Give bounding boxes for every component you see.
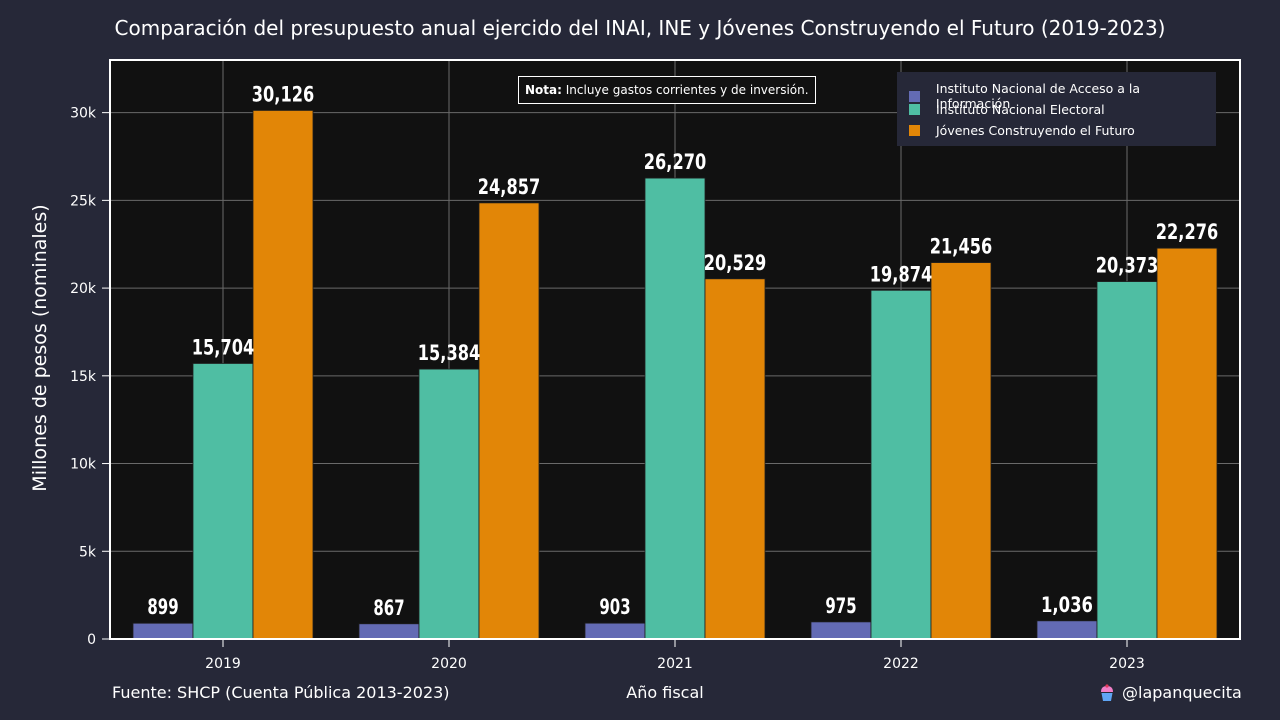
bar (584, 622, 646, 640)
data-label: 15,704 (192, 335, 254, 359)
x-tick-label: 2020 (431, 656, 467, 672)
legend-label-ine: Instituto Nacional Electoral (936, 102, 1105, 117)
bar (358, 623, 420, 640)
data-labels: 899 15,704 30,126 867 15,384 24,857 903 26,270 2… (147, 82, 1218, 619)
data-label: 30,126 (252, 82, 314, 106)
x-axis-label: Año fiscal (626, 683, 704, 702)
bar (1156, 247, 1218, 640)
data-label: 20,529 (704, 251, 766, 275)
data-label: 975 (825, 594, 856, 618)
y-tick-label: 15k (70, 369, 97, 385)
x-tick-label: 2021 (657, 656, 693, 672)
bar (1096, 281, 1158, 640)
bars (132, 110, 1218, 640)
legend-label-jcf: Jóvenes Construyendo el Futuro (936, 123, 1135, 138)
x-tick-label: 2022 (883, 656, 919, 672)
data-label: 22,276 (1156, 220, 1218, 244)
data-label: 26,270 (644, 150, 706, 174)
data-label: 20,373 (1096, 254, 1158, 278)
note-label: Nota: (525, 83, 562, 97)
legend-item-jcf[interactable]: Jóvenes Construyendo el Futuro (909, 123, 1135, 138)
axes: 0 5k 10k 15k 20k 25k 30k 2019 2020 2021 2022 2023 (70, 106, 1145, 672)
legend-item-ine[interactable]: Instituto Nacional Electoral (909, 102, 1105, 117)
y-tick-label: 25k (70, 193, 97, 209)
bar (644, 177, 706, 640)
bar (252, 110, 314, 640)
cupcake-icon (1101, 683, 1113, 701)
data-label: 903 (599, 595, 630, 619)
y-tick-label: 20k (70, 281, 97, 297)
y-axis-label: Millones de pesos (nominales) (29, 204, 51, 492)
y-tick-label: 30k (70, 106, 97, 122)
data-label: 15,384 (418, 341, 480, 365)
bar (192, 363, 254, 640)
bar (704, 278, 766, 640)
data-label: 899 (147, 595, 178, 619)
bar (810, 621, 872, 640)
data-label: 867 (373, 596, 404, 620)
bar (132, 622, 194, 640)
legend-swatch-ine (909, 104, 920, 115)
y-tick-label: 0 (87, 632, 96, 648)
plot-border (109, 59, 1241, 640)
bar (930, 262, 992, 640)
bar (478, 202, 540, 640)
bar (870, 289, 932, 640)
y-tick-label: 10k (70, 457, 97, 473)
legend-swatch-jcf (909, 125, 920, 136)
source-note: Fuente: SHCP (Cuenta Pública 2013-2023) (112, 683, 450, 702)
y-tick-label: 5k (79, 544, 97, 560)
legend-label-inai: Instituto Nacional de Acceso a la Inform… (935, 81, 1141, 111)
legend-swatch-inai (909, 90, 920, 102)
data-label: 1,036 (1041, 593, 1093, 617)
author-handle: @lapanquecita (1098, 683, 1242, 702)
chart-note: Nota: Incluye gastos corrientes y de inv… (518, 76, 816, 104)
data-label: 19,874 (870, 262, 932, 286)
bar (1036, 620, 1098, 640)
x-tick-label: 2019 (205, 656, 241, 672)
legend: Instituto Nacional de Acceso a la Inform… (897, 72, 1216, 146)
legend-item-inai[interactable]: Instituto Nacional de Acceso a la Inform… (909, 81, 1216, 111)
data-label: 24,857 (478, 175, 540, 199)
bar (418, 368, 480, 640)
chart-title: Comparación del presupuesto anual ejerci… (114, 16, 1166, 40)
handle-text: @lapanquecita (1122, 683, 1242, 702)
note-text: Incluye gastos corrientes y de inversión… (561, 83, 809, 97)
data-label: 21,456 (930, 235, 992, 259)
x-tick-label: 2023 (1109, 656, 1145, 672)
